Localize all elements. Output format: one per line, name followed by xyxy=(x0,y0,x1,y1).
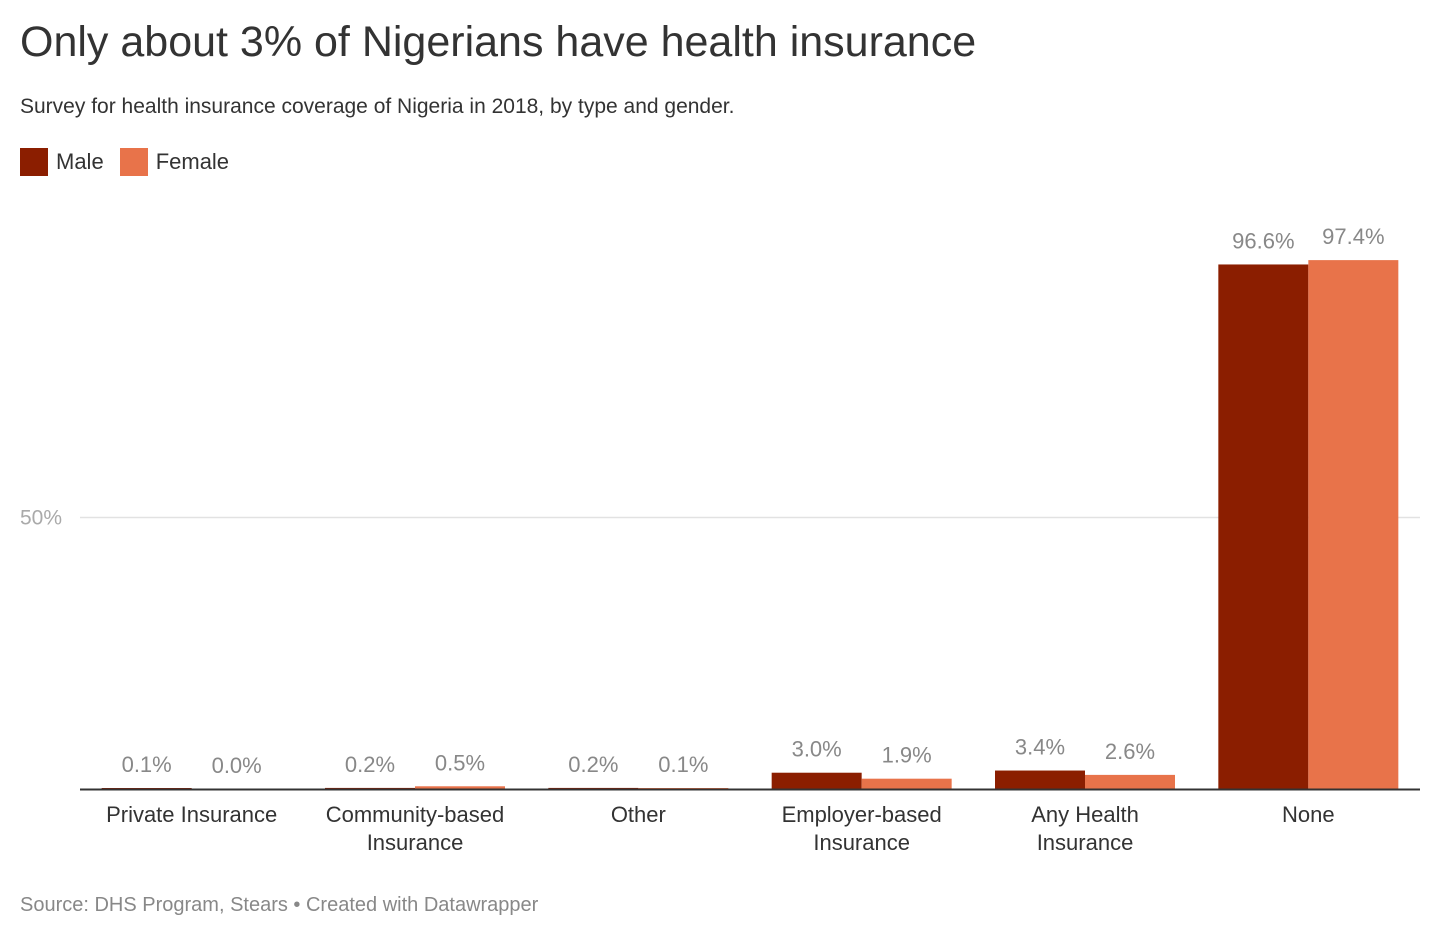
x-tick-label-1: Community-based xyxy=(326,802,505,827)
y-tick-label: 50% xyxy=(20,507,62,530)
x-tick-label-0: Private Insurance xyxy=(106,802,277,827)
data-label-female-2: 0.1% xyxy=(658,752,708,777)
x-tick-label-3: Employer-based xyxy=(782,802,942,827)
bar-male-4 xyxy=(995,770,1085,789)
x-tick-label-1: Insurance xyxy=(367,830,464,855)
bar-female-3 xyxy=(861,778,952,789)
data-label-female-0: 0.0% xyxy=(212,753,262,778)
data-label-female-4: 2.6% xyxy=(1105,739,1155,764)
x-tick-label-4: Any Health xyxy=(1031,802,1139,827)
bar-female-5 xyxy=(1308,260,1399,789)
x-tick-label-3: Insurance xyxy=(813,830,910,855)
x-tick-label-5: None xyxy=(1282,802,1335,827)
legend-item-female: Female xyxy=(119,148,230,176)
data-label-male-3: 3.0% xyxy=(792,737,842,762)
data-label-male-2: 0.2% xyxy=(568,752,618,777)
legend-label-male: Male xyxy=(56,149,104,174)
legend: Male Female xyxy=(20,148,245,176)
bar-chart: 50% 0.1% 0.0% Private Insurance 0.2% 0.5% Comm… xyxy=(20,224,1420,855)
bar-male-1 xyxy=(325,787,415,789)
legend-swatch-female xyxy=(119,148,148,176)
bar-male-2 xyxy=(548,787,639,789)
x-tick-label-4: Insurance xyxy=(1037,830,1134,855)
data-label-male-1: 0.2% xyxy=(345,752,395,777)
source-note: Source: DHS Program, Stears • Created wi… xyxy=(20,894,539,916)
data-label-male-5: 96.6% xyxy=(1232,228,1294,253)
chart-subtitle: Survey for health insurance coverage of … xyxy=(20,95,735,118)
bar-male-3 xyxy=(771,772,862,789)
data-label-female-5: 97.4% xyxy=(1322,224,1384,249)
data-label-female-3: 1.9% xyxy=(882,743,932,768)
data-label-male-4: 3.4% xyxy=(1015,735,1065,760)
legend-label-female: Female xyxy=(155,149,230,174)
bar-female-1 xyxy=(415,786,505,789)
legend-swatch-male xyxy=(20,148,48,176)
chart-title: Only about 3% of Nigerians have health i… xyxy=(20,18,977,66)
bar-male-5 xyxy=(1218,264,1309,789)
data-label-male-0: 0.1% xyxy=(122,752,172,777)
legend-item-male: Male xyxy=(20,148,104,176)
bar-female-4 xyxy=(1085,774,1175,789)
x-tick-label-2: Other xyxy=(611,802,666,827)
data-label-female-1: 0.5% xyxy=(435,750,485,775)
